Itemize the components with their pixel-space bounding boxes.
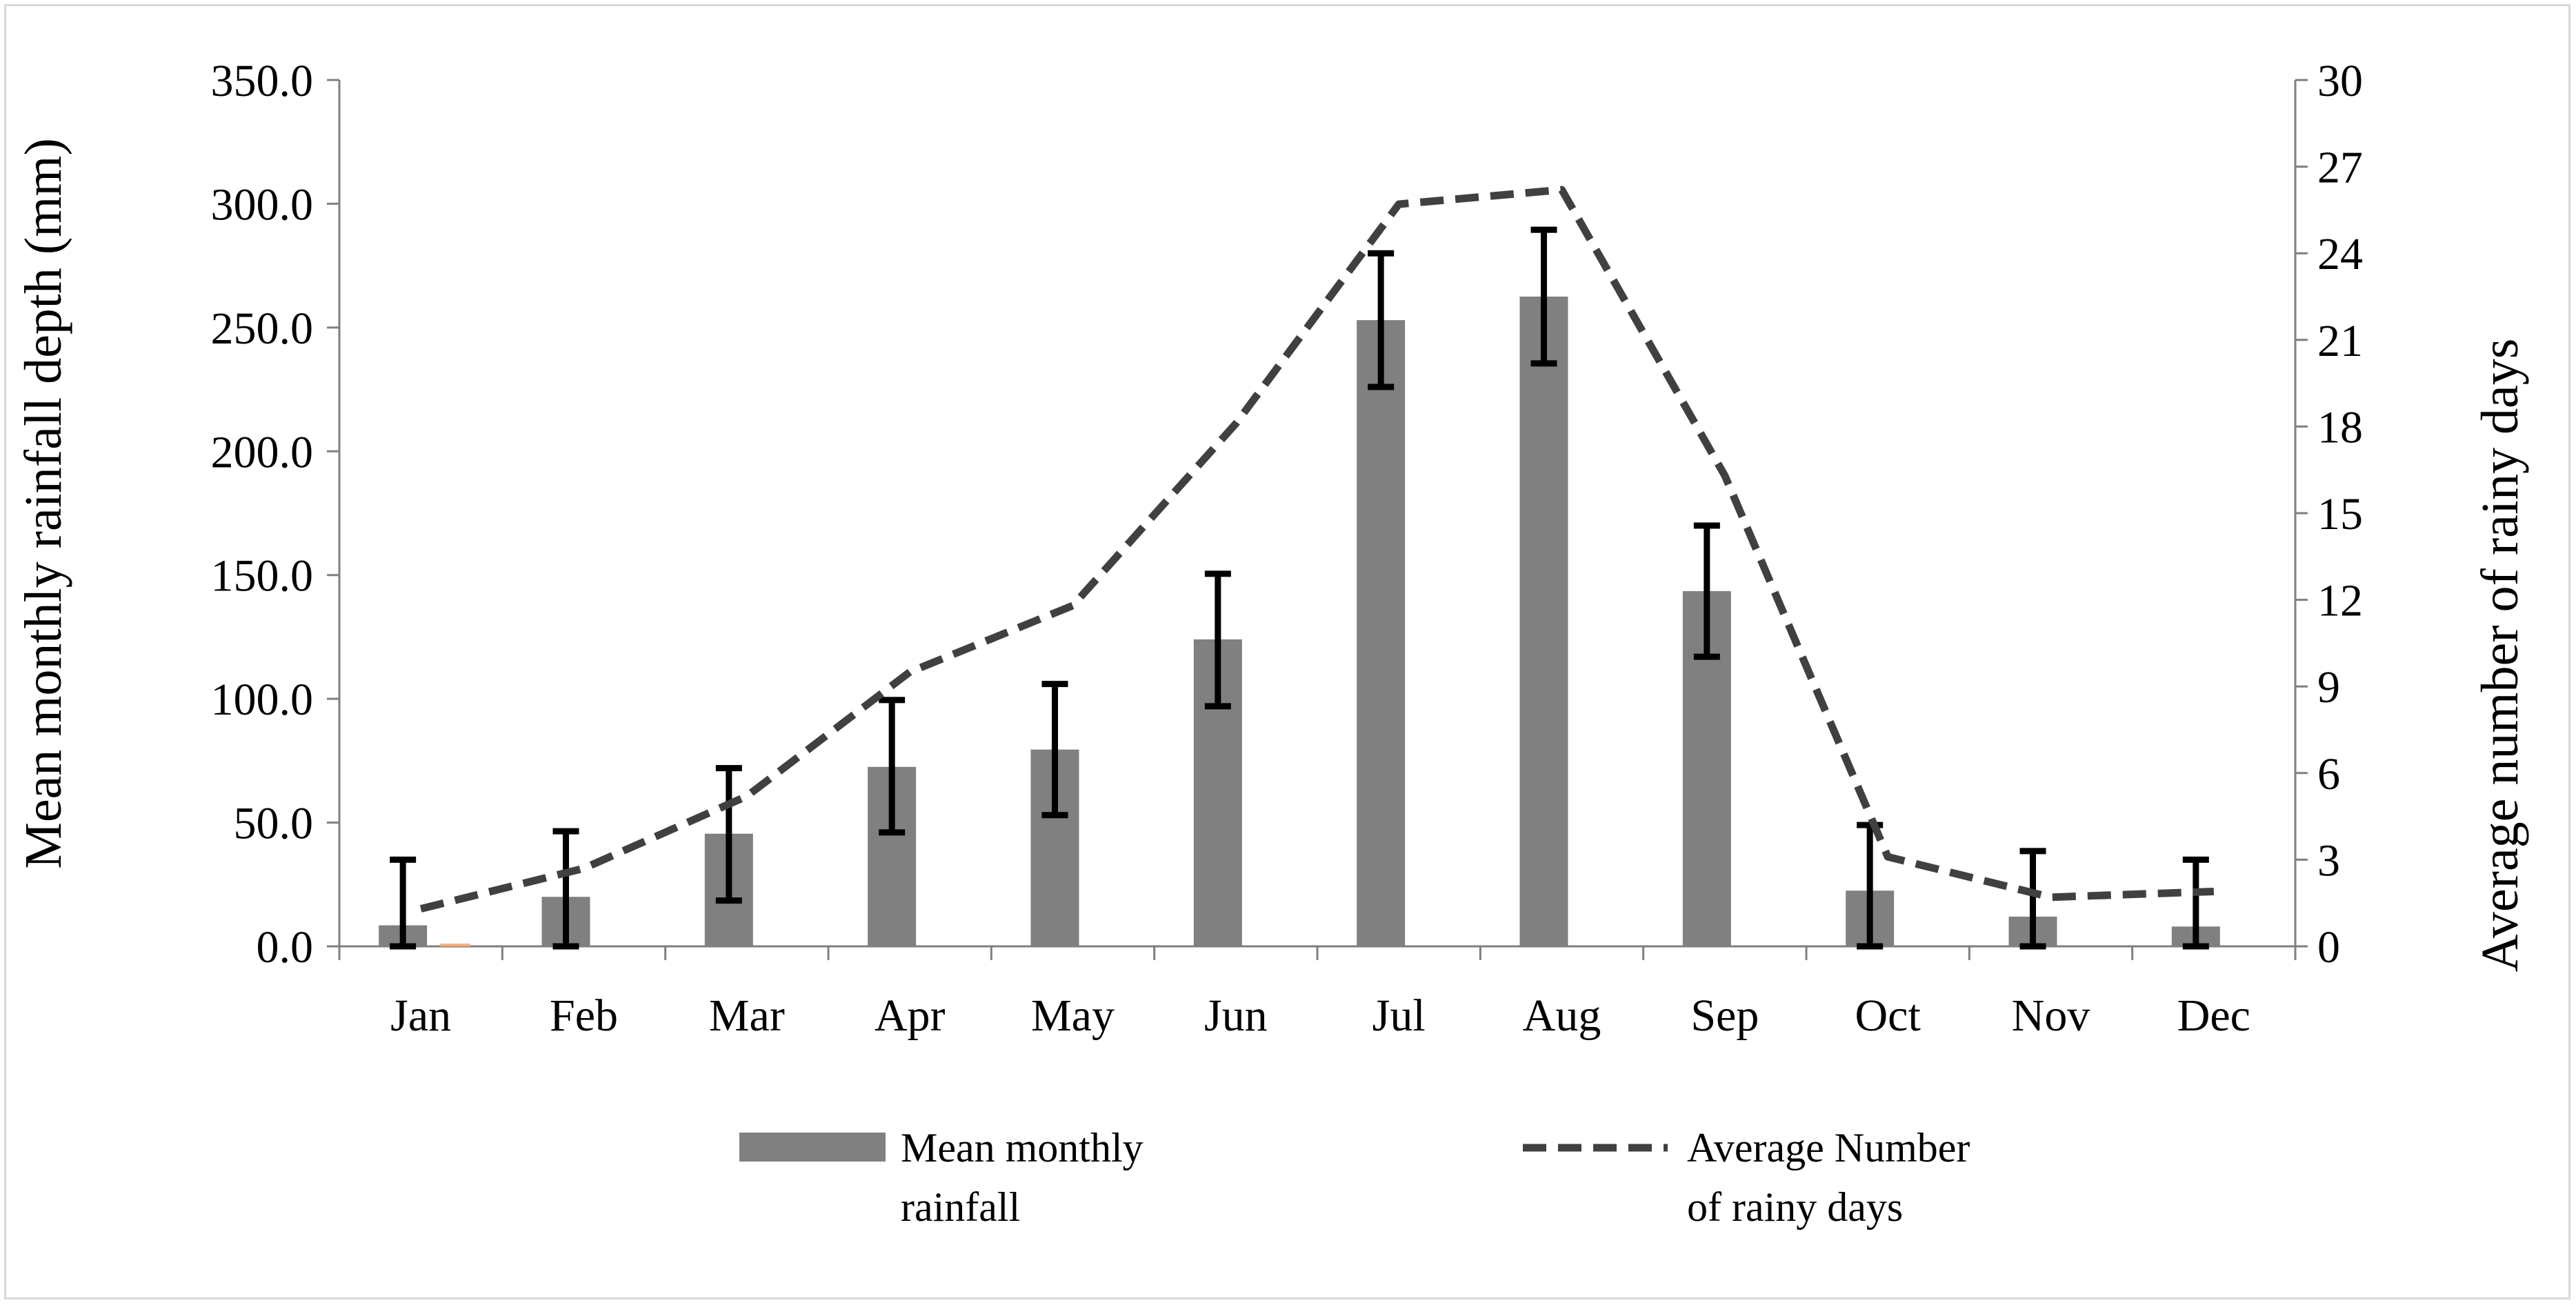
x-tick-label: Jul	[1372, 990, 1426, 1041]
bar-aug	[1519, 297, 1568, 946]
error-bars-layer	[390, 226, 2209, 950]
legend-label-line-line2: of rainy days	[1687, 1184, 1903, 1230]
bar-jul	[1357, 320, 1406, 946]
y-tick-label-right: 0	[2317, 922, 2340, 973]
rainy-days-line	[419, 186, 2215, 913]
y-tick-label-left: 150.0	[211, 551, 314, 601]
y-tick-label-right: 15	[2317, 489, 2363, 539]
bars-layer	[379, 297, 2220, 946]
x-tick-label: Sep	[1690, 990, 1759, 1041]
y-tick-label-left: 200.0	[211, 427, 314, 477]
y-tick-label-left: 100.0	[211, 675, 314, 725]
y-tick-label-right: 24	[2317, 229, 2363, 279]
tick-labels-layer: 0.0 50.0 100.0 150.0 200.0 250.0 300.0 350.0 0 3 6…	[211, 56, 2364, 1041]
y-tick-label-right: 12	[2317, 576, 2363, 626]
y-tick-label-right: 9	[2317, 662, 2340, 713]
y-axis-title-right: Average number of rainy days	[2471, 339, 2529, 973]
y-tick-label-right: 30	[2317, 56, 2363, 106]
x-tick-label: Jan	[390, 990, 451, 1041]
y-tick-label-left: 300.0	[211, 179, 314, 230]
y-tick-label-left: 250.0	[211, 303, 314, 354]
legend-label-bar-line2: rainfall	[901, 1184, 1020, 1230]
y-tick-label-right: 18	[2317, 402, 2363, 452]
x-tick-label: Dec	[2177, 990, 2250, 1041]
x-tick-label: Feb	[550, 990, 618, 1041]
x-tick-label: Mar	[709, 990, 785, 1041]
x-tick-label: Nov	[2012, 990, 2090, 1041]
chart-frame	[4, 4, 2570, 1299]
y-tick-label-right: 21	[2317, 316, 2363, 366]
y-tick-label-right: 3	[2317, 835, 2340, 886]
y-axis-title-left: Mean monthly rainfall depth (mm)	[14, 138, 72, 869]
x-tick-label: Apr	[875, 990, 946, 1041]
y-tick-label-left: 350.0	[211, 56, 314, 106]
y-tick-label-right: 27	[2317, 143, 2363, 193]
legend-label-bar-line1: Mean monthly	[901, 1125, 1144, 1170]
x-tick-label: Aug	[1523, 990, 1601, 1041]
legend-swatch-bar	[739, 1133, 886, 1162]
legend-label-line-line1: Average Number	[1687, 1125, 1970, 1170]
y-tick-label-left: 50.0	[234, 799, 314, 849]
x-tick-label: Oct	[1855, 990, 1921, 1041]
axes-layer	[327, 79, 2308, 960]
line-layer	[419, 186, 2215, 913]
jan-secondary-bar-mark	[440, 944, 471, 946]
y-tick-label-left: 0.0	[257, 922, 314, 973]
y-tick-label-right: 6	[2317, 749, 2340, 799]
x-tick-label: May	[1031, 990, 1115, 1041]
legend: Mean monthly rainfall Average Number of …	[739, 1125, 1970, 1230]
x-tick-label: Jun	[1204, 990, 1268, 1041]
